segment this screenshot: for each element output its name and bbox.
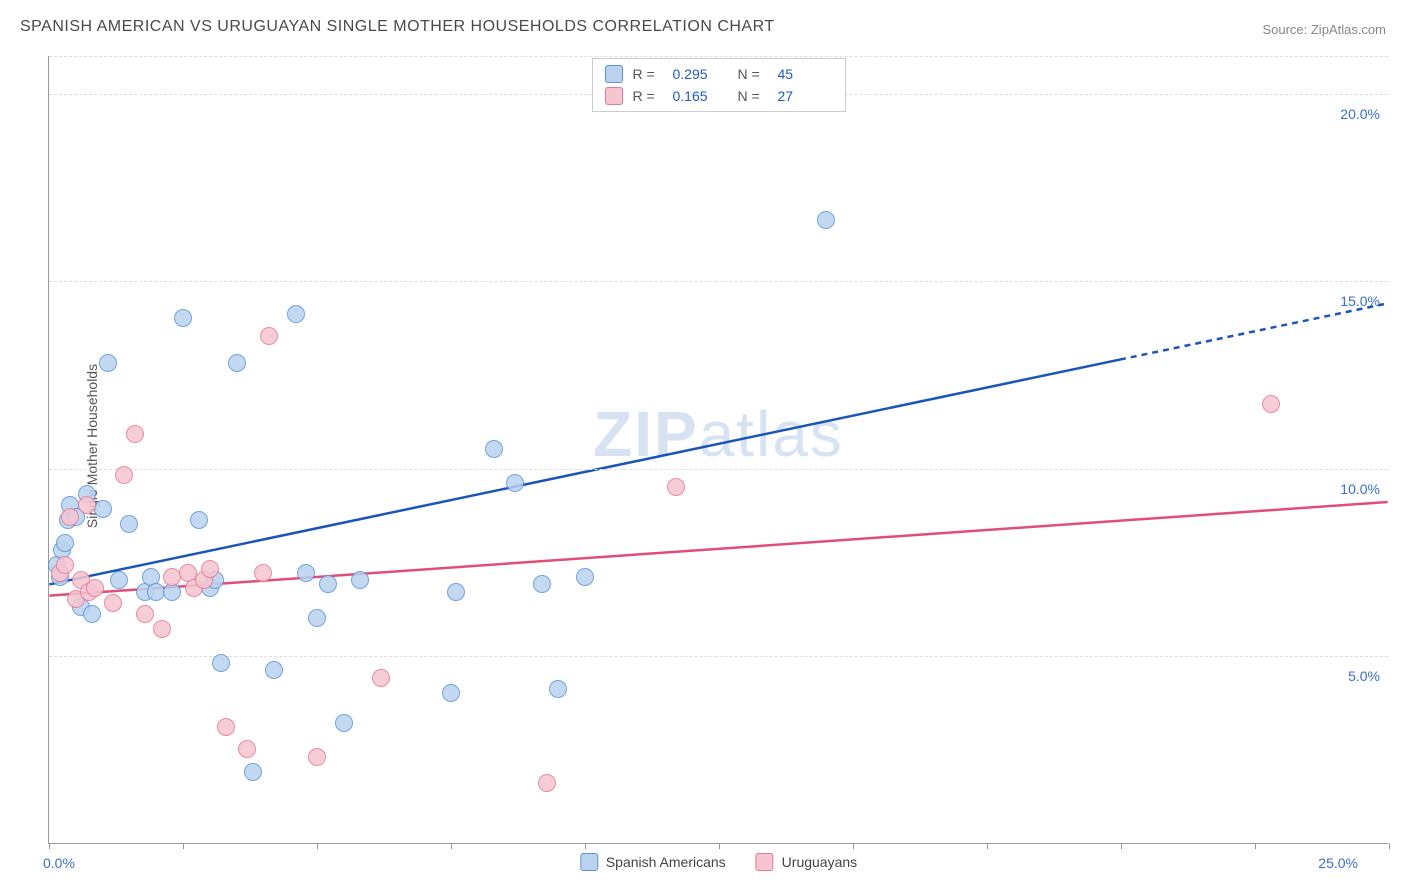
scatter-point [485, 440, 503, 458]
scatter-point [126, 425, 144, 443]
scatter-point [297, 564, 315, 582]
series-legend: Spanish Americans Uruguayans [580, 853, 857, 871]
scatter-point [308, 748, 326, 766]
trend-line [49, 502, 1387, 596]
scatter-point [78, 496, 96, 514]
scatter-point [308, 609, 326, 627]
scatter-point [372, 669, 390, 687]
scatter-point [201, 560, 219, 578]
legend-swatch [605, 65, 623, 83]
legend-r-value: 0.165 [673, 88, 728, 104]
x-tick [183, 843, 184, 849]
legend-r-label: R = [633, 66, 663, 82]
y-tick-label: 15.0% [1340, 293, 1380, 309]
scatter-point [99, 354, 117, 372]
scatter-point [238, 740, 256, 758]
scatter-point [56, 534, 74, 552]
legend-r-label: R = [633, 88, 663, 104]
legend-swatch [605, 87, 623, 105]
legend-n-label: N = [738, 88, 768, 104]
scatter-point [538, 774, 556, 792]
watermark-rest: atlas [699, 398, 844, 470]
plot-area: ZIPatlas R =0.295N =45R =0.165N =27 Span… [48, 56, 1388, 844]
x-tick [853, 843, 854, 849]
x-tick [1121, 843, 1122, 849]
legend-swatch [756, 853, 774, 871]
scatter-point [335, 714, 353, 732]
x-tick [49, 843, 50, 849]
scatter-point [265, 661, 283, 679]
gridline [49, 469, 1388, 470]
scatter-point [549, 680, 567, 698]
legend-swatch [580, 853, 598, 871]
scatter-point [212, 654, 230, 672]
scatter-point [110, 571, 128, 589]
trend-lines-layer [49, 56, 1388, 843]
y-tick-label: 5.0% [1348, 668, 1380, 684]
watermark: ZIPatlas [593, 397, 844, 471]
scatter-point [153, 620, 171, 638]
scatter-point [260, 327, 278, 345]
x-tick [719, 843, 720, 849]
x-tick [451, 843, 452, 849]
scatter-point [817, 211, 835, 229]
scatter-point [217, 718, 235, 736]
correlation-legend: R = 0.295 N = 45 R = 0.165 N = 27 [592, 58, 846, 112]
y-tick-label: 20.0% [1340, 106, 1380, 122]
legend-label: Spanish Americans [606, 854, 726, 870]
scatter-point [83, 605, 101, 623]
scatter-point [576, 568, 594, 586]
scatter-point [136, 605, 154, 623]
gridline [49, 281, 1388, 282]
scatter-point [319, 575, 337, 593]
scatter-point [667, 478, 685, 496]
scatter-point [1262, 395, 1280, 413]
y-tick-label: 10.0% [1340, 481, 1380, 497]
scatter-point [442, 684, 460, 702]
x-axis-min-label: 0.0% [43, 855, 75, 871]
scatter-point [61, 508, 79, 526]
scatter-point [104, 594, 122, 612]
x-tick [317, 843, 318, 849]
gridline [49, 56, 1388, 57]
watermark-bold: ZIP [593, 398, 699, 470]
scatter-point [174, 309, 192, 327]
trend-line-extrapolated [1120, 303, 1388, 359]
source-link[interactable]: ZipAtlas.com [1311, 22, 1386, 37]
trend-line [49, 360, 1120, 585]
legend-r-value: 0.295 [673, 66, 728, 82]
legend-n-value: 27 [778, 88, 833, 104]
scatter-point [533, 575, 551, 593]
scatter-point [94, 500, 112, 518]
scatter-point [86, 579, 104, 597]
x-axis-max-label: 25.0% [1318, 855, 1358, 871]
scatter-point [287, 305, 305, 323]
gridline [49, 656, 1388, 657]
legend-row: R = 0.295 N = 45 [605, 63, 833, 85]
scatter-point [56, 556, 74, 574]
scatter-point [351, 571, 369, 589]
legend-n-label: N = [738, 66, 768, 82]
legend-item: Spanish Americans [580, 853, 726, 871]
x-tick [585, 843, 586, 849]
scatter-point [120, 515, 138, 533]
legend-row: R = 0.165 N = 27 [605, 85, 833, 107]
x-tick [1389, 843, 1390, 849]
scatter-point [190, 511, 208, 529]
scatter-point [254, 564, 272, 582]
legend-label: Uruguayans [782, 854, 858, 870]
scatter-point [244, 763, 262, 781]
scatter-point [506, 474, 524, 492]
scatter-point [228, 354, 246, 372]
source-prefix: Source: [1262, 22, 1310, 37]
scatter-point [447, 583, 465, 601]
source-attribution: Source: ZipAtlas.com [1262, 22, 1386, 37]
x-tick [1255, 843, 1256, 849]
chart-title: SPANISH AMERICAN VS URUGUAYAN SINGLE MOT… [20, 18, 775, 36]
legend-item: Uruguayans [756, 853, 858, 871]
x-tick [987, 843, 988, 849]
legend-n-value: 45 [778, 66, 833, 82]
scatter-point [115, 466, 133, 484]
